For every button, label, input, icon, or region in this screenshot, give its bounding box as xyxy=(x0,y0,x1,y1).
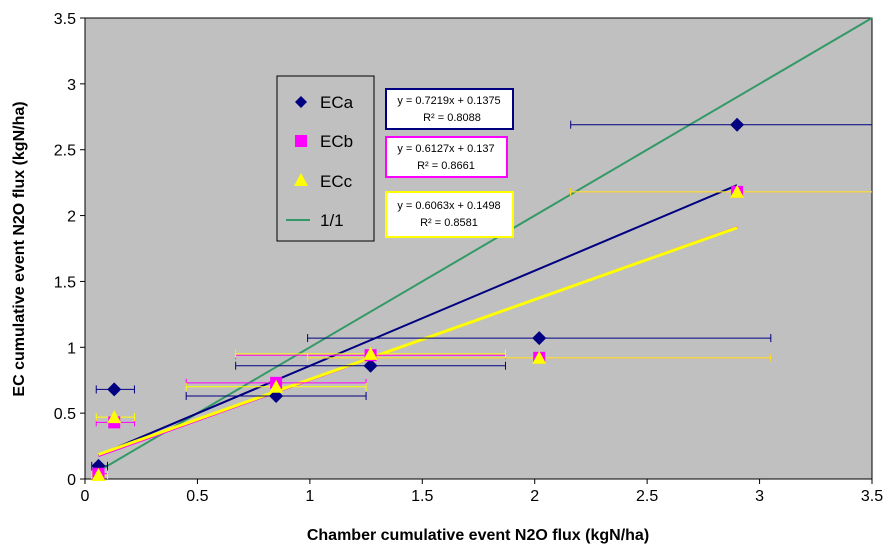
legend-label-eca: ECa xyxy=(320,93,354,112)
x-tick-label: 3.5 xyxy=(861,488,883,505)
equation-box-eca: y = 0.7219x + 0.1375 R² = 0.8088 xyxy=(385,88,514,130)
equation-ecc: y = 0.6063x + 0.1498 xyxy=(397,200,500,212)
points-layer xyxy=(91,117,745,482)
x-tick-label: 1.5 xyxy=(411,488,433,505)
y-tick-label: 0 xyxy=(67,472,76,489)
x-axis-title: Chamber cumulative event N2O flux (kgN/h… xyxy=(307,527,649,544)
point-ecc xyxy=(363,346,378,360)
x-tick-label: 1 xyxy=(305,488,314,505)
trendline-eca xyxy=(98,184,738,457)
ticks-layer: 0 0.5 1 1.5 2 2.5 3 3.5 0 0.5 1 1.5 2 2.5 3 3.5 xyxy=(54,11,883,505)
y-axis-title: EC cumulative event N2O flux (kgN/ha) xyxy=(11,101,28,396)
y-tick-label: 1.5 xyxy=(54,274,76,291)
y-tick-label: 0.5 xyxy=(54,406,76,423)
x-tick-label: 0.5 xyxy=(186,488,208,505)
point-eca xyxy=(107,382,122,397)
y-tick-label: 2.5 xyxy=(54,143,76,160)
r2-ecc: R² = 0.8581 xyxy=(420,217,478,229)
y-tick-label: 2 xyxy=(67,209,76,226)
trendline-ecc xyxy=(97,226,738,456)
legend: ECa ECb ECc 1/1 xyxy=(276,75,375,242)
point-ecc xyxy=(269,379,284,393)
legend-marker-eca xyxy=(295,96,307,108)
legend-marker-ecc xyxy=(294,173,308,186)
legend-label-ecb: ECb xyxy=(320,132,353,151)
equation-ecb: y = 0.6127x + 0.137 xyxy=(397,143,494,155)
y-tick-label: 1 xyxy=(67,340,76,357)
point-eca xyxy=(363,358,378,373)
legend-label-ecc: ECc xyxy=(320,172,353,191)
r2-eca: R² = 0.8088 xyxy=(423,112,481,124)
point-ecc xyxy=(532,350,547,364)
equation-box-ecc: y = 0.6063x + 0.1498 R² = 0.8581 xyxy=(385,191,514,238)
point-eca xyxy=(532,331,547,346)
x-tick-label: 3 xyxy=(755,488,764,505)
point-ecc xyxy=(730,184,745,198)
point-ecc xyxy=(91,468,106,482)
legend-box xyxy=(276,75,375,242)
point-ecc xyxy=(107,410,122,424)
y-tick-label: 3 xyxy=(67,77,76,94)
r2-ecb: R² = 0.8661 xyxy=(417,160,475,172)
legend-label-1-1: 1/1 xyxy=(320,211,344,230)
legend-marker-ecb xyxy=(295,135,307,147)
equation-eca: y = 0.7219x + 0.1375 xyxy=(397,95,500,107)
y-tick-label: 3.5 xyxy=(54,11,76,28)
equation-box-ecb: y = 0.6127x + 0.137 R² = 0.8661 xyxy=(385,136,508,178)
x-tick-label: 2 xyxy=(530,488,539,505)
point-eca xyxy=(730,117,745,132)
x-tick-label: 0 xyxy=(81,488,90,505)
x-tick-label: 2.5 xyxy=(636,488,658,505)
